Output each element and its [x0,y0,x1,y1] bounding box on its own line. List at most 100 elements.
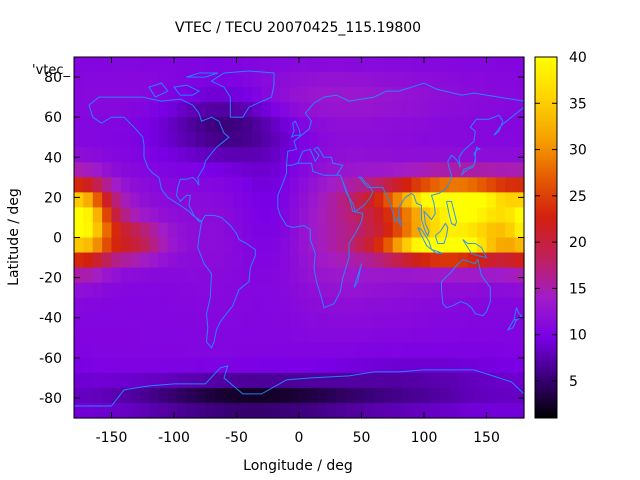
heatmap-cell [308,57,319,73]
heatmap-cell [458,72,469,88]
heatmap-cell [233,267,244,284]
heatmap-cell [411,312,422,329]
heatmap-cell [458,222,469,239]
heatmap-cell [430,252,441,269]
heatmap-cell [402,192,413,209]
heatmap-cell [439,147,450,163]
heatmap-cell [430,267,441,284]
heatmap-cell [495,357,506,374]
heatmap-cell [299,177,309,193]
heatmap-cell [167,177,178,193]
heatmap-cell [130,327,141,344]
heatmap-cell [270,237,281,254]
heatmap-cell [374,342,384,359]
heatmap-cell [477,297,488,314]
heatmap-cell [355,402,366,419]
heatmap-cell [420,147,431,163]
heatmap-cell [495,192,506,209]
heatmap-cell [111,87,122,103]
heatmap-cell [392,267,403,284]
heatmap-cell [392,297,403,314]
heatmap-cell [345,117,356,133]
heatmap-cell [317,252,328,269]
heatmap-cell [514,162,525,178]
heatmap-cell [102,57,113,73]
heatmap-cell [458,102,469,118]
heatmap-cell [486,312,497,329]
heatmap-cell [158,147,169,163]
heatmap-cell [317,72,328,88]
heatmap-cell [83,387,94,404]
heatmap-cell [495,207,506,224]
heatmap-cell [336,117,347,133]
coastline [446,200,458,227]
heatmap-cell [411,402,422,419]
heatmap-cell [495,87,506,103]
heatmap-cell [308,327,319,344]
heatmap-cell [345,357,356,374]
heatmap-cell [120,402,131,419]
heatmap-cell [270,102,281,118]
heatmap-cell [514,312,525,329]
heatmap-cell [167,372,178,389]
heatmap-cell [477,237,488,254]
heatmap-cell [420,87,431,103]
heatmap-cell [92,87,103,103]
heatmap-cell [158,297,169,314]
heatmap-cell [186,267,197,284]
heatmap-cell [439,117,450,133]
heatmap-cell [477,147,488,163]
heatmap-cell [130,357,141,374]
heatmap-cell [495,132,506,148]
heatmap-cell [158,327,169,344]
heatmap-cell [111,267,122,284]
heatmap-cell [111,162,122,178]
heatmap-cell [383,102,394,118]
heatmap-cell [364,147,375,163]
heatmap-cell [270,132,281,148]
heatmap-cell [261,192,272,209]
heatmap-cell [233,402,244,419]
heatmap-cell [420,387,431,404]
heatmap-cell [205,222,216,239]
heatmap-cell [374,372,384,389]
heatmap-cell [383,132,394,148]
heatmap-cell [83,282,94,299]
heatmap-cell [505,267,516,284]
heatmap-cell [402,102,413,118]
heatmap-cell [411,162,422,178]
heatmap-cell [120,192,131,209]
heatmap-cell [420,402,431,419]
heatmap-cell [252,327,263,344]
heatmap-cell [355,147,366,163]
y-tick-label: 60 [44,110,62,126]
heatmap-cell [345,282,356,299]
heatmap-cell [111,282,122,299]
heatmap-cell [374,402,384,419]
heatmap-cell [280,402,291,419]
heatmap-cell [233,132,244,148]
heatmap-cell [345,207,356,224]
heatmap-cell [458,297,469,314]
heatmap-cell [111,117,122,133]
heatmap-cell [261,372,272,389]
heatmap-cell [449,252,459,269]
heatmap-cell [186,297,197,314]
heatmap-cell [420,207,431,224]
heatmap-cell [177,162,188,178]
heatmap-cell [402,87,413,103]
heatmap-cell [439,237,450,254]
heatmap-cell [167,282,178,299]
heatmap-cell [83,117,94,133]
heatmap-cell [430,237,441,254]
heatmap-cell [177,312,188,329]
heatmap-cell [289,102,300,118]
heatmap-cell [449,132,459,148]
heatmap-cell [336,252,347,269]
heatmap-cell [242,372,253,389]
heatmap-cell [430,72,441,88]
heatmap-cell [205,342,216,359]
heatmap-cell [167,72,178,88]
heatmap-cell [477,162,488,178]
